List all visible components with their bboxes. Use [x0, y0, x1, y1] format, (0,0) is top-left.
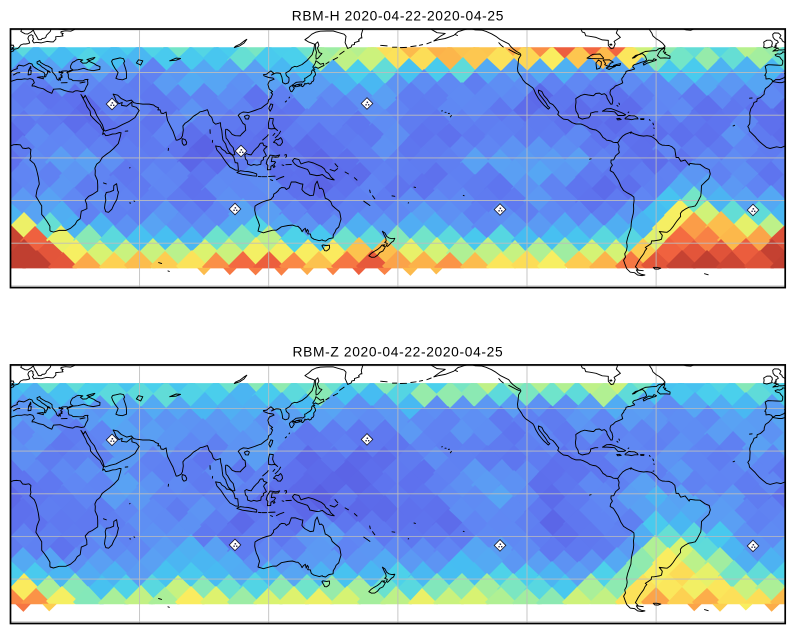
svg-text:RBM-H 2020-04-22-2020-04-25: RBM-H 2020-04-22-2020-04-25 [292, 8, 504, 23]
svg-text:RBM-Z 2020-04-22-2020-04-25: RBM-Z 2020-04-22-2020-04-25 [292, 344, 503, 359]
